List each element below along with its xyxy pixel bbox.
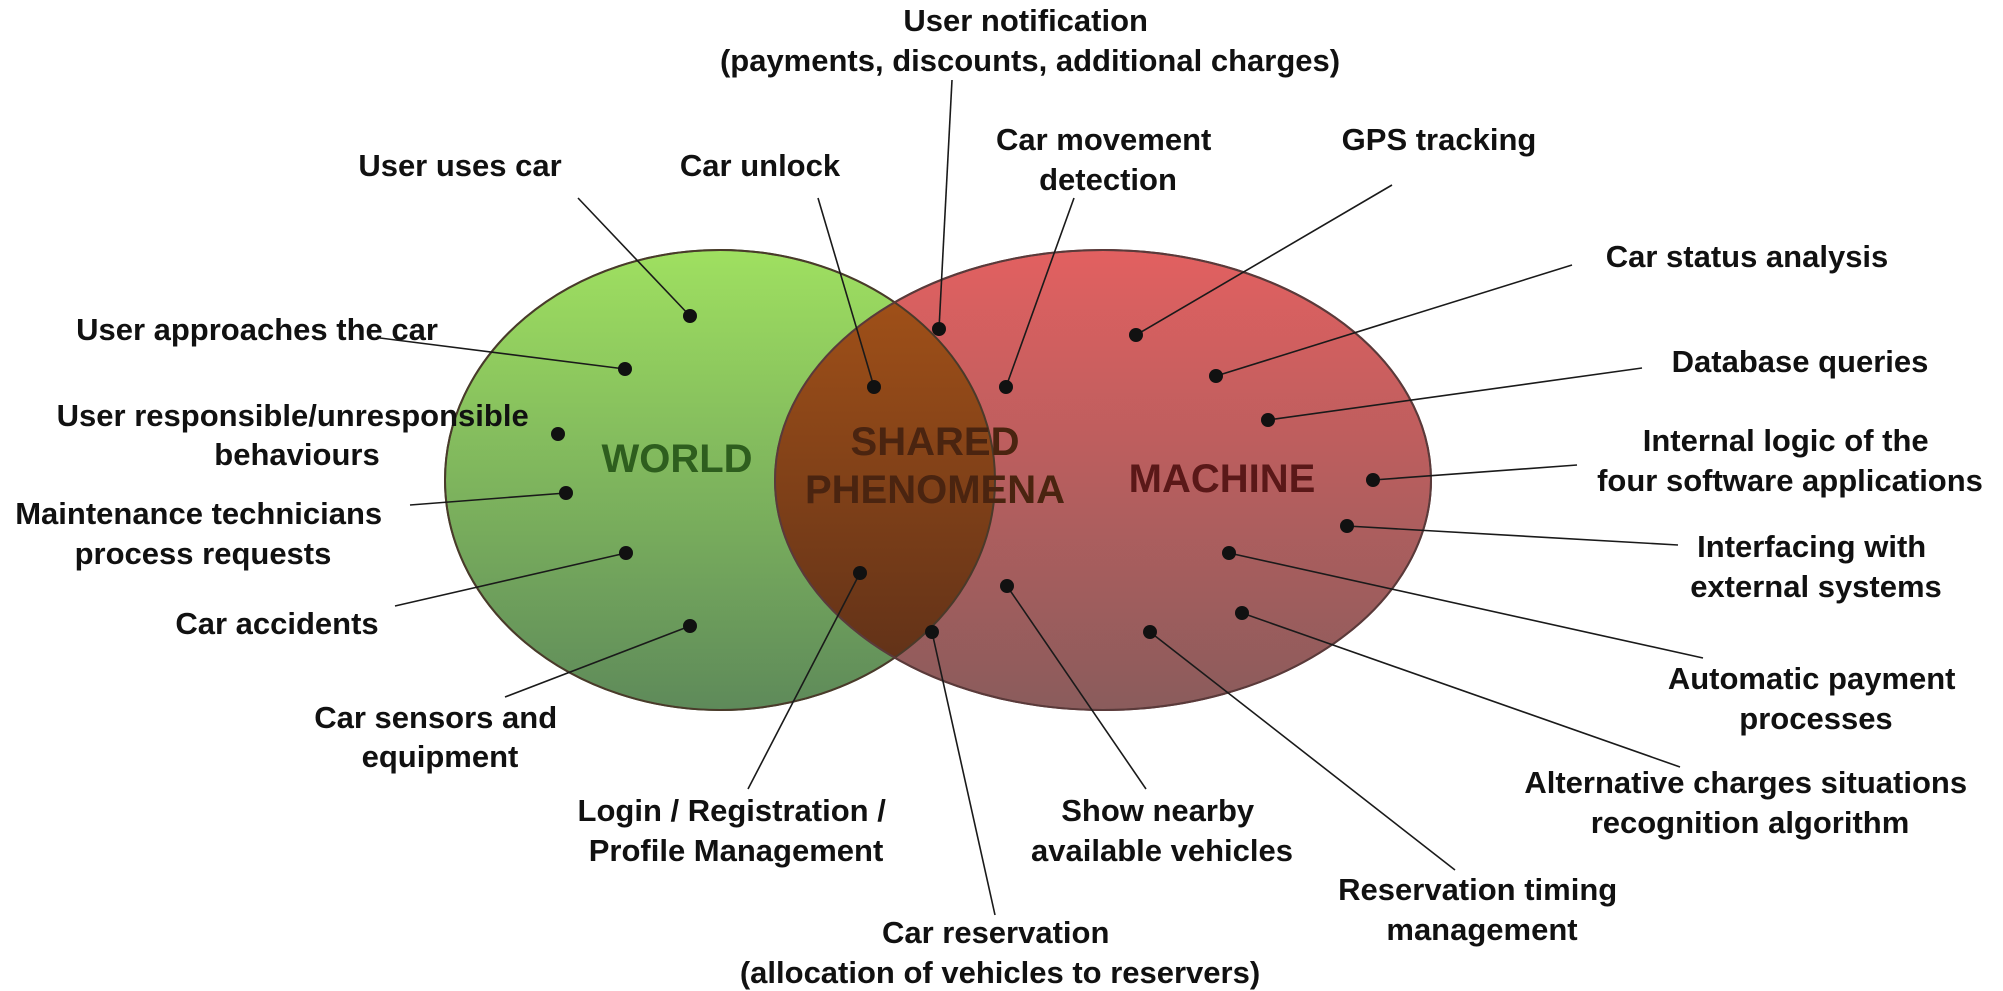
leader-car-reservation [931,631,996,916]
label-car-movement: Car movement detection [996,122,1220,197]
leader-interfacing [1346,525,1679,546]
region-world: WORLD [601,437,752,481]
label-reservation-timing: Reservation timing management [1338,872,1626,947]
leader-user-approaches [379,337,626,370]
phenomenon-dots [551,309,1380,639]
dot-maintenance [559,486,573,500]
dot-car-status [1209,369,1223,383]
label-alternative-charges: Alternative charges situations recogniti… [1524,765,1975,840]
leader-alternative-charges [1241,612,1681,768]
dot-user-approaches [618,362,632,376]
dot-show-nearby [1000,579,1014,593]
dot-login [853,566,867,580]
label-internal-logic: Internal logic of the four software appl… [1597,423,1983,498]
dot-car-reservation [925,625,939,639]
leader-car-unlock [817,197,875,388]
dot-alternative-charges [1235,606,1249,620]
label-interfacing: Interfacing with external systems [1690,529,1942,604]
dot-car-unlock [867,380,881,394]
dot-car-movement [999,380,1013,394]
region-machine: MACHINE [1129,457,1316,501]
leader-login [747,572,861,790]
label-maintenance: Maintenance technicians process requests [15,496,391,571]
leader-car-status [1215,264,1573,377]
label-database-queries: Database queries [1672,344,1929,379]
world-outline [444,249,996,711]
dot-gps-tracking [1129,328,1143,342]
region-shared-line2: PHENOMENA [805,468,1065,512]
label-car-accidents: Car accidents [175,606,378,641]
label-car-reservation: Car reservation (allocation of vehicles … [740,915,1260,990]
leader-automatic-payment [1228,552,1704,659]
dot-user-uses-car [683,309,697,323]
phenomenon-labels: User notification (payments, discounts, … [15,3,1983,990]
label-car-unlock: Car unlock [680,148,841,183]
dot-reservation-timing [1143,625,1157,639]
dot-car-sensors [683,619,697,633]
machine-outline [774,249,1432,711]
label-user-approaches: User approaches the car [76,312,438,347]
shared-phenomena-overlap [775,250,995,710]
leader-gps-tracking [1135,184,1393,336]
dot-automatic-payment [1222,546,1236,560]
label-user-behaviours: User responsible/unresponsible behaviour… [57,398,538,472]
label-login: Login / Registration / Profile Managemen… [578,793,895,868]
label-automatic-payment: Automatic payment processes [1668,661,1964,736]
leader-car-movement [1005,197,1075,388]
dot-user-notification [932,322,946,336]
leader-user-notification [938,79,953,330]
label-gps-tracking: GPS tracking [1342,122,1537,157]
leader-show-nearby [1006,585,1147,790]
dot-car-accidents [619,546,633,560]
label-user-uses-car: User uses car [358,148,561,183]
leader-car-sensors [504,625,691,698]
dot-user-behaviours [551,427,565,441]
leader-internal-logic [1372,464,1578,481]
label-car-sensors: Car sensors and equipment [314,700,566,774]
leader-lines [379,79,1704,916]
dot-interfacing [1340,519,1354,533]
leader-reservation-timing [1149,631,1456,871]
leader-user-uses-car [577,197,691,317]
leader-car-accidents [394,552,627,607]
region-shared-line1: SHARED [851,420,1020,464]
leader-database-queries [1267,367,1643,421]
label-show-nearby: Show nearby available vehicles [1031,793,1293,868]
dot-internal-logic [1366,473,1380,487]
label-car-status: Car status analysis [1606,239,1889,274]
label-user-notification: User notification (payments, discounts, … [720,3,1340,78]
dot-database-queries [1261,413,1275,427]
leader-maintenance [409,492,567,506]
